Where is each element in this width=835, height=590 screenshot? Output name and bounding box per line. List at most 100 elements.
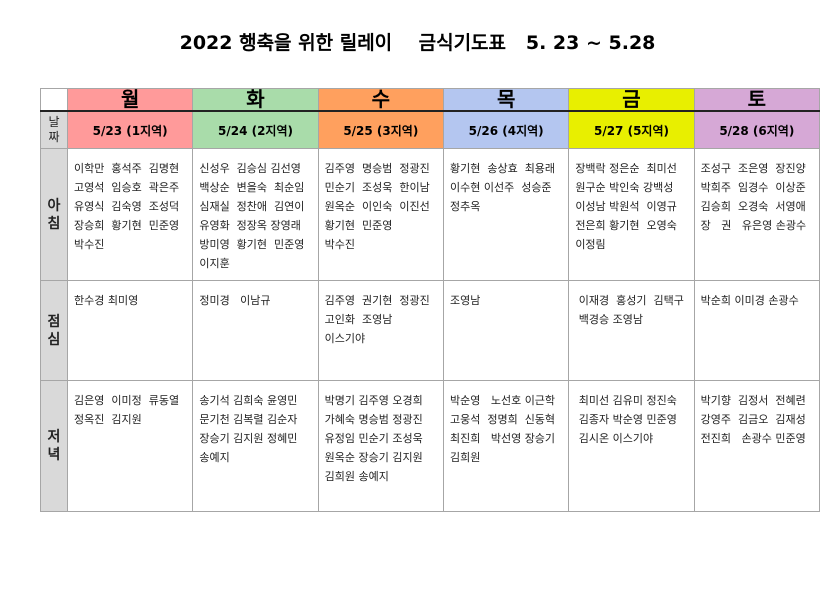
name-line: 유영화 정장옥 장영래 [199,219,301,232]
name-line: 박희주 임경수 이상준 [700,181,806,194]
name-line: 신성우 김승심 김선영 [199,162,301,175]
lunch-names-cell: 한수경 최미영 [66,280,194,381]
name-line: 원옥순 이인숙 이진선 [324,200,430,213]
name-line: 최진희 박선영 장승기 [449,432,556,445]
day-header: 월 [66,88,194,112]
name-line: 송예지 [199,451,230,464]
name-line: 장승희 황기현 민준영 [74,219,180,232]
day-header: 목 [442,88,570,112]
name-line: 김희원 [449,451,481,464]
label-char: 점 [47,313,61,330]
name-line: 정옥진 김지원 [74,413,142,426]
name-line: 한수경 최미영 [74,294,139,307]
name-line: 원옥순 장승기 김지원 [324,451,423,464]
name-line: 조영남 [449,294,481,307]
label-char: 침 [47,215,61,232]
name-line: 전진희 손광수 민준영 [700,432,806,445]
name-line: 정추옥 [449,200,481,213]
name-line: 박순희 이미경 손광수 [700,294,799,307]
name-line: 고영석 임승호 곽은주 [74,181,180,194]
name-line: 장승기 김지원 정혜민 [199,432,298,445]
name-line: 가혜숙 명승범 정광진 [324,413,423,426]
name-line: 원구순 박인숙 강백성 [575,181,674,194]
name-line: 황기현 민준영 [324,219,393,232]
label-char: 녁 [47,447,61,463]
name-line: 송기석 김희숙 윤영민 [199,394,298,407]
name-line: 장백락 정은순 최미선 [575,162,677,175]
day-header: 수 [317,88,444,112]
day-header: 금 [568,88,695,112]
lunch-names-cell: 정미경 이남규 [192,280,319,381]
name-line: 문기천 김복렬 김순자 [199,413,298,426]
name-line: 강영주 김금오 김재성 [700,413,806,426]
date-cell: 5/27 (5지역) [568,110,695,149]
name-line: 최미선 김유미 정진숙 [575,394,677,407]
name-line: 백상순 변을숙 최순임 [199,181,305,194]
lunch-names-cell: 조영남 [442,280,570,381]
name-line: 김시온 이스기야 [575,432,654,445]
name-line: 김주영 권기현 정광진 [324,294,430,307]
name-line: 박수진 [74,238,105,251]
name-line: 황기현 송상효 최용래 [449,162,556,175]
name-line: 고인화 조영남 [324,313,393,326]
name-line: 김희원 송예지 [324,470,389,483]
name-line: 고웅석 정명희 신동혁 [449,413,556,426]
day-header: 토 [693,88,821,112]
name-line: 이성남 박원석 이영규 [575,200,677,213]
page-title: 2022 행축을 위한 릴레이 금식기도표 5. 23 ~ 5.28 [179,32,656,54]
name-line: 이지훈 [199,257,230,270]
date-cell: 5/24 (2지역) [192,110,319,149]
name-line: 방미영 황기현 민준영 [199,238,305,251]
name-line: 심재실 정찬애 김연이 [199,200,305,213]
name-line: 박순영 노선호 이근학 [449,394,556,407]
breakfast-names-cell: 이학만 홍석주 김명현 고영석 임승호 곽은주 유영식 김숙영 조성덕 장승희 황기현… [66,148,194,281]
lunch-names-cell: 박순희 이미경 손광수 [693,280,821,381]
name-line: 박명기 김주영 오경희 [324,394,423,407]
name-line: 이재경 홍성기 김택구 [575,294,684,307]
name-line: 김은영 이미정 류동열 [74,394,180,407]
label-char: 저 [47,429,61,445]
label-char: 날 [48,115,60,129]
label-char: 짜 [48,130,60,144]
day-header: 화 [192,88,319,112]
name-line: 장 권 유은영 손광수 [700,219,807,232]
date-cell: 5/25 (3지역) [317,110,444,149]
date-cell: 5/28 (6지역) [693,110,821,149]
name-line: 이정림 [575,238,606,251]
name-line: 유정임 민순기 조성욱 [324,432,423,445]
name-line: 전은희 황기현 오영숙 [575,219,677,232]
breakfast-names-cell: 김주영 명승범 정광진 민순기 조성욱 한이남 원옥순 이인숙 이진선 황기현 민준영… [317,148,444,281]
name-line: 김승희 오경숙 서영애 [700,200,806,213]
name-line: 백경승 조영남 [575,313,644,326]
name-line: 김주영 명승범 정광진 [324,162,430,175]
name-line: 이스기야 [324,332,366,345]
name-line: 박수진 [324,238,356,251]
name-line: 이학만 홍석주 김명현 [74,162,180,175]
date-cell: 5/26 (4지역) [442,110,570,149]
name-line: 정미경 이남규 [199,294,271,307]
corner-cell [40,88,68,112]
name-line: 이수현 이선주 성승준 [449,181,552,194]
dinner-names-cell: 최미선 김유미 정진숙 김종자 박순영 민준영 김시온 이스기야 [568,380,695,512]
date-cell: 5/23 (1지역) [66,110,194,149]
name-line: 조성구 조은영 장진양 [700,162,806,175]
